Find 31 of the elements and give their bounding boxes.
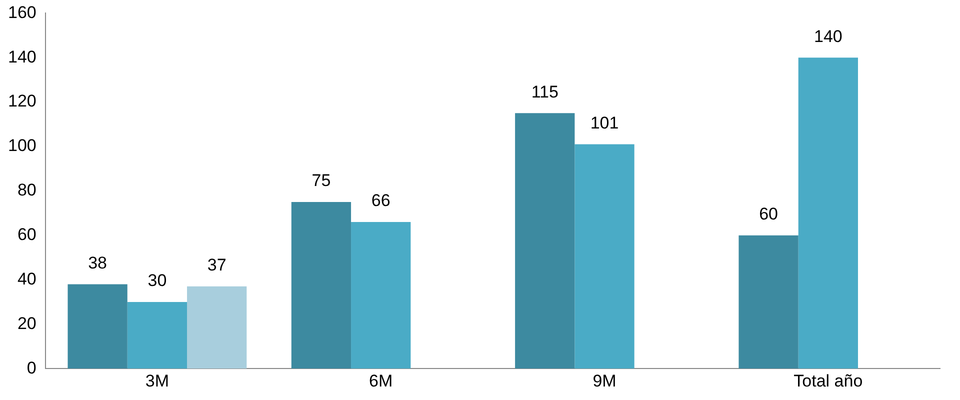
y-tick-label: 80 — [17, 180, 36, 200]
data-label: 66 — [371, 191, 390, 210]
x-tick-label: 3M — [145, 371, 170, 390]
y-tick-label: 120 — [8, 92, 36, 111]
y-tick-label: 40 — [17, 269, 36, 288]
bar — [127, 302, 188, 369]
data-label: 30 — [148, 271, 167, 290]
data-label: 60 — [759, 204, 778, 224]
bar — [187, 286, 247, 369]
bar — [738, 235, 798, 369]
data-label: 101 — [590, 113, 619, 132]
data-label: 38 — [88, 253, 108, 272]
data-label: 115 — [531, 82, 558, 102]
x-tick-label: 9M — [592, 371, 616, 390]
y-tick-label: 0 — [26, 358, 36, 378]
y-tick-label: 100 — [8, 136, 36, 156]
x-tick-label: 6M — [369, 371, 393, 390]
y-tick-label: 160 — [8, 2, 36, 22]
bar — [68, 284, 128, 369]
data-label: 140 — [814, 26, 842, 46]
bar — [351, 222, 411, 369]
bar — [798, 58, 858, 369]
bar — [574, 144, 634, 369]
bar — [515, 113, 575, 369]
data-label: 37 — [207, 256, 226, 275]
y-tick-label: 60 — [17, 225, 36, 244]
bar — [291, 202, 352, 369]
y-tick-label: 140 — [8, 47, 36, 66]
x-tick-label: Total año — [794, 371, 863, 390]
data-label: 75 — [312, 171, 331, 190]
y-tick-label: 20 — [17, 314, 36, 333]
